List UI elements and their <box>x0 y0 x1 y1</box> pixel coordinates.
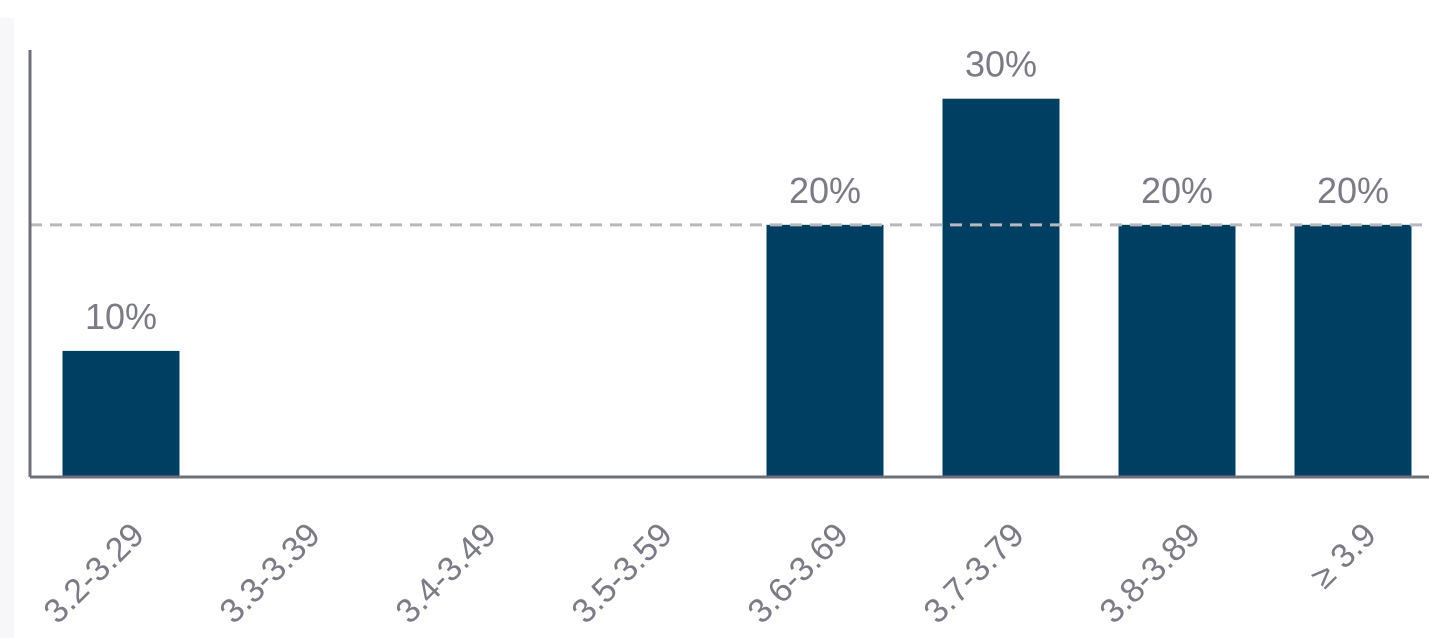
bar-0 <box>62 350 180 477</box>
x-tick-label-2: 3.4-3.49 <box>389 516 504 631</box>
x-tick-label-0: 3.2-3.29 <box>37 516 152 631</box>
bar-7 <box>1294 224 1412 477</box>
bar-5 <box>942 98 1060 477</box>
data-label-6: 20% <box>1141 170 1213 211</box>
data-labels-layer: 10% 20% 30% 20% 20% <box>85 44 1389 337</box>
data-label-0: 10% <box>85 296 157 337</box>
x-tick-label-5: 3.7-3.79 <box>917 516 1032 631</box>
x-tick-label-7: ≥ 3.9 <box>1303 516 1383 596</box>
x-tick-label-4: 3.6-3.69 <box>741 516 856 631</box>
x-tick-label-6: 3.8-3.89 <box>1093 516 1208 631</box>
bars-layer <box>62 98 1412 477</box>
x-tick-labels-layer: 3.2-3.29 3.3-3.39 3.4-3.49 3.5-3.59 3.6-3.69… <box>37 516 1384 631</box>
x-tick-label-1: 3.3-3.39 <box>213 516 328 631</box>
data-label-5: 30% <box>965 44 1037 85</box>
bar-6 <box>1118 224 1236 477</box>
left-margin-strip <box>0 18 14 638</box>
data-label-7: 20% <box>1317 170 1389 211</box>
bar-4 <box>766 224 884 477</box>
x-tick-label-3: 3.5-3.59 <box>565 516 680 631</box>
data-label-4: 20% <box>789 170 861 211</box>
